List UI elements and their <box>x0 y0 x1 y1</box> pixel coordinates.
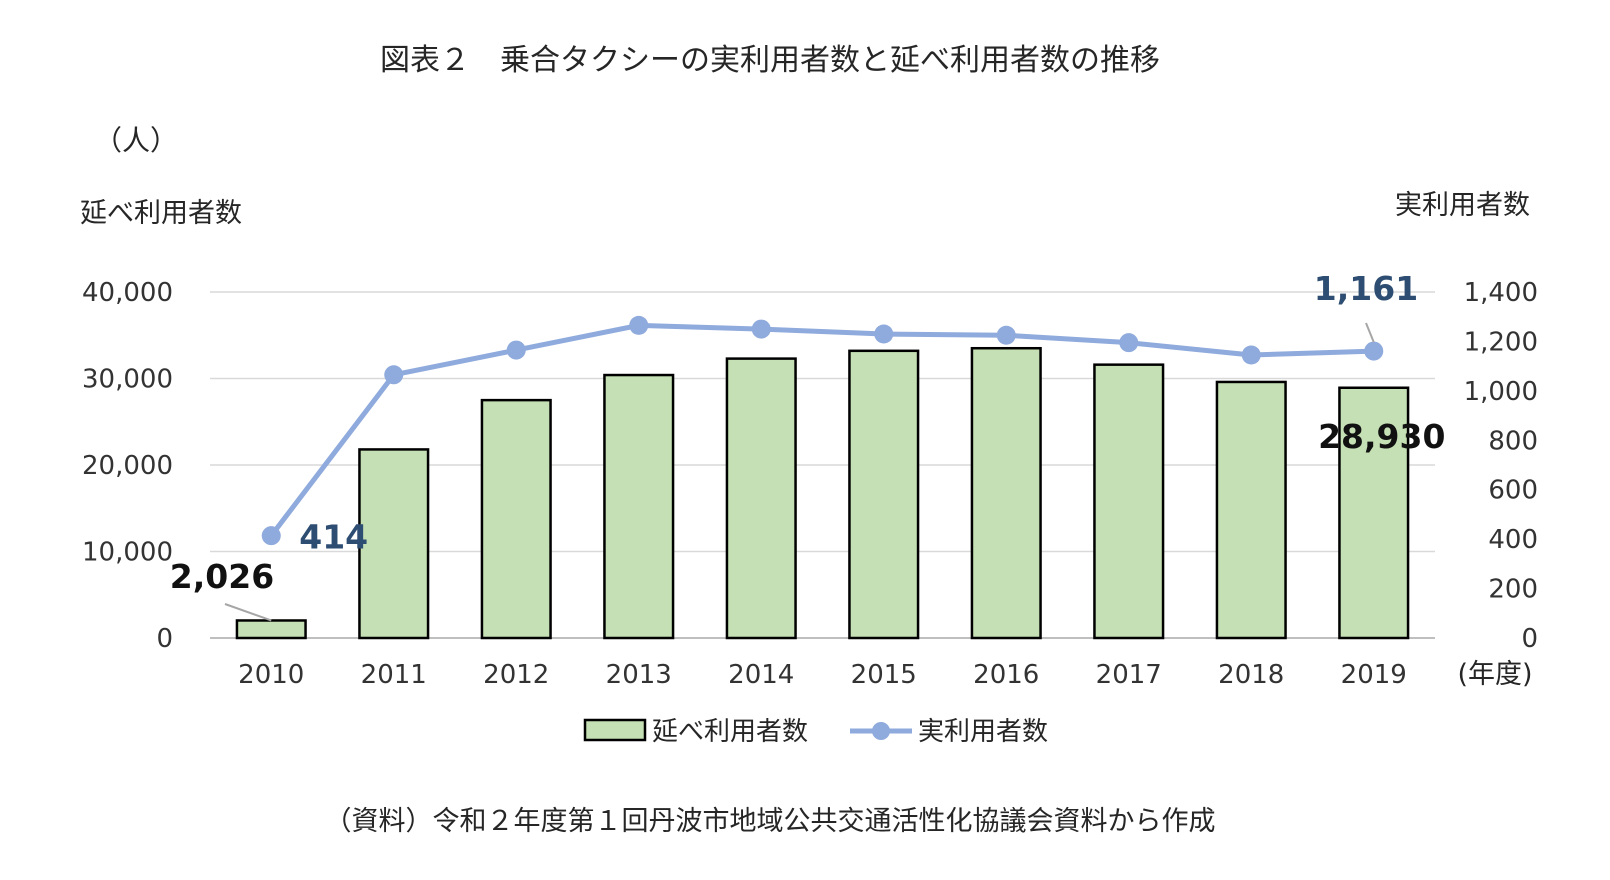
bar <box>603 373 675 640</box>
x-tick-label: 2012 <box>483 660 549 690</box>
x-tick-label: 2011 <box>361 660 427 690</box>
x-axis-ticks: 2010 2011 2012 2013 2014 2015 2016 2017 2018 2019 <box>238 660 1407 690</box>
y-tick-label: 10,000 <box>82 538 173 568</box>
bar <box>358 448 430 640</box>
data-label-line-2019: 1,161 <box>1314 269 1418 308</box>
y-tick-label: 30,000 <box>82 365 173 395</box>
legend-bar-swatch <box>583 718 647 742</box>
x-tick-label: 2013 <box>606 660 672 690</box>
chart-title: 図表２ 乗合タクシーの実利用者数と延べ利用者数の推移 <box>380 43 1160 78</box>
bar <box>235 619 307 640</box>
y2-tick-label: 600 <box>1488 476 1538 506</box>
data-label-bar-2019: 28,930 <box>1318 417 1445 456</box>
line-point <box>874 324 894 344</box>
line-point <box>996 325 1016 345</box>
line-point <box>1364 341 1384 361</box>
line-point <box>1119 333 1139 353</box>
x-tick-label: 2018 <box>1218 660 1284 690</box>
line-point <box>506 340 526 360</box>
x-tick-label: 2015 <box>851 660 917 690</box>
legend-bar-label: 延べ利用者数 <box>652 717 808 747</box>
y2-tick-label: 200 <box>1488 575 1538 605</box>
line-point <box>261 526 281 546</box>
line-series <box>261 315 1384 546</box>
x-tick-label: 2010 <box>238 660 304 690</box>
y2-axis-label: 実利用者数 <box>1395 190 1530 221</box>
x-tick-label: 2019 <box>1341 660 1407 690</box>
unit-label: （人） <box>94 124 178 157</box>
bar <box>1338 386 1410 640</box>
line-point <box>751 319 771 339</box>
bar <box>848 349 920 640</box>
line-point <box>629 315 649 335</box>
data-label-bar-2010: 2,026 <box>170 557 274 596</box>
y-axis-ticks: 0 10,000 20,000 30,000 40,000 <box>82 278 173 654</box>
bar <box>970 346 1042 640</box>
y-tick-label: 20,000 <box>82 451 173 481</box>
y-tick-label: 40,000 <box>82 278 173 308</box>
x-axis-label: (年度) <box>1457 659 1532 690</box>
bar <box>725 357 797 640</box>
legend-line-marker <box>872 722 890 740</box>
leader-line <box>224 603 272 622</box>
y2-tick-label: 800 <box>1488 426 1538 456</box>
x-tick-label: 2017 <box>1096 660 1162 690</box>
series-line <box>269 322 1374 538</box>
y2-tick-label: 400 <box>1488 525 1538 555</box>
y2-axis-ticks: 0 200 400 600 800 1,000 1,200 1,400 <box>1464 278 1538 654</box>
y2-tick-label: 1,200 <box>1464 327 1538 357</box>
data-label-line-2010: 414 <box>299 518 368 557</box>
x-tick-label: 2014 <box>728 660 794 690</box>
y2-tick-label: 0 <box>1521 624 1538 654</box>
bar <box>1093 363 1165 640</box>
y2-tick-label: 1,000 <box>1464 377 1538 407</box>
y2-tick-label: 1,400 <box>1464 278 1538 308</box>
legend: 延べ利用者数 実利用者数 <box>583 717 1048 747</box>
leader-line <box>1365 322 1375 343</box>
bar-series <box>235 346 1410 640</box>
source-note: （資料）令和２年度第１回丹波市地域公共交通活性化協議会資料から作成 <box>325 806 1216 837</box>
line-point <box>384 365 404 385</box>
y-tick-label: 0 <box>156 624 173 654</box>
bar <box>1215 380 1287 640</box>
y-axis-label: 延べ利用者数 <box>80 198 242 229</box>
bar <box>480 398 552 640</box>
x-tick-label: 2016 <box>973 660 1039 690</box>
data-labels: 2,026 28,930 414 1,161 <box>170 269 1445 622</box>
line-point <box>1241 345 1261 365</box>
legend-line-label: 実利用者数 <box>918 717 1048 747</box>
